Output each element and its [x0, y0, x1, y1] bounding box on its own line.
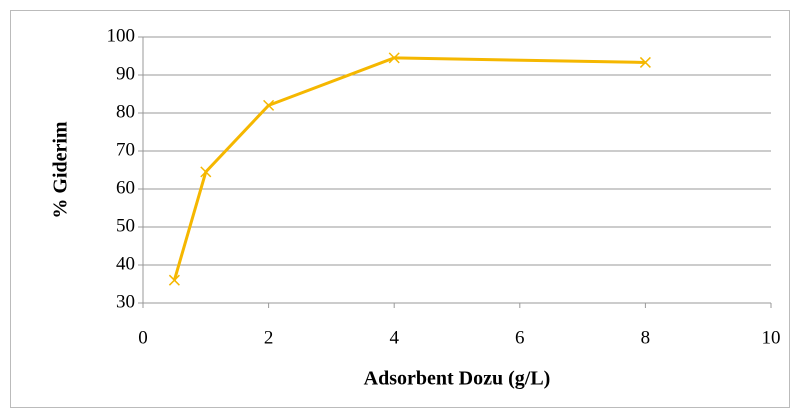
y-tick-label: 90 — [116, 63, 135, 84]
y-axis-title: % Giderim — [50, 121, 72, 219]
x-tick-label: 4 — [389, 327, 399, 348]
x-axis-title: Adsorbent Dozu (g/L) — [364, 368, 551, 390]
y-tick-label: 40 — [116, 253, 135, 274]
y-tick-label: 50 — [116, 215, 135, 236]
y-tick-label: 30 — [116, 291, 135, 312]
data-marker — [639, 56, 651, 68]
y-tick-label: 100 — [107, 25, 136, 46]
chart-frame — [10, 10, 790, 408]
y-tick-label: 60 — [116, 177, 135, 198]
x-tick-label: 2 — [264, 327, 274, 348]
data-marker — [263, 99, 275, 111]
y-tick-label: 80 — [116, 101, 135, 122]
data-marker — [388, 52, 400, 64]
data-marker — [200, 166, 212, 178]
x-tick-label: 8 — [641, 327, 651, 348]
x-tick-label: 10 — [762, 327, 781, 348]
x-tick-label: 6 — [515, 327, 525, 348]
x-tick-label: 0 — [138, 327, 148, 348]
y-tick-label: 70 — [116, 139, 135, 160]
data-marker — [168, 274, 180, 286]
